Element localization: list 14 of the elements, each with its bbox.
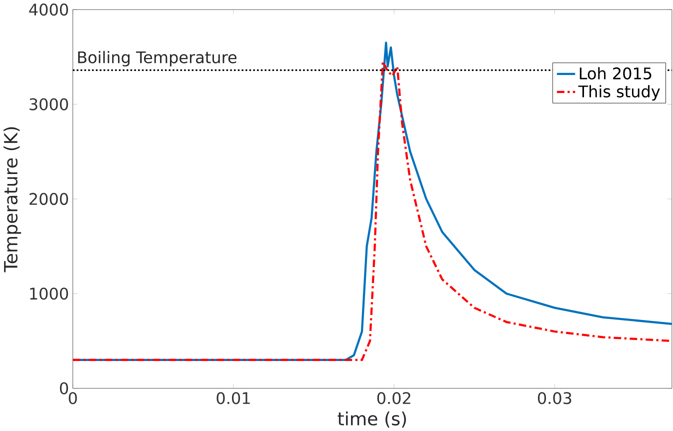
y-tick-label: 3000 [30, 98, 68, 110]
y-tick-label: 1000 [30, 287, 68, 300]
legend-label: This study [578, 85, 660, 100]
ref-line-label: Boiling Temperature [78, 50, 236, 66]
x-tick-label: 0.03 [538, 392, 572, 404]
y-tick-label: 0 [60, 382, 68, 394]
x-axis-title: time (s) [338, 411, 406, 428]
y-tick-label: 2000 [30, 192, 68, 205]
legend-label: Loh 2015 [580, 67, 652, 80]
x-tick-label: 0.01 [216, 392, 250, 404]
x-tick-label: 0.02 [377, 392, 410, 404]
y-tick-label: 4000 [29, 3, 68, 16]
x-tick-label: 0 [68, 392, 77, 404]
y-axis-title: Temperature (K) [4, 127, 22, 272]
